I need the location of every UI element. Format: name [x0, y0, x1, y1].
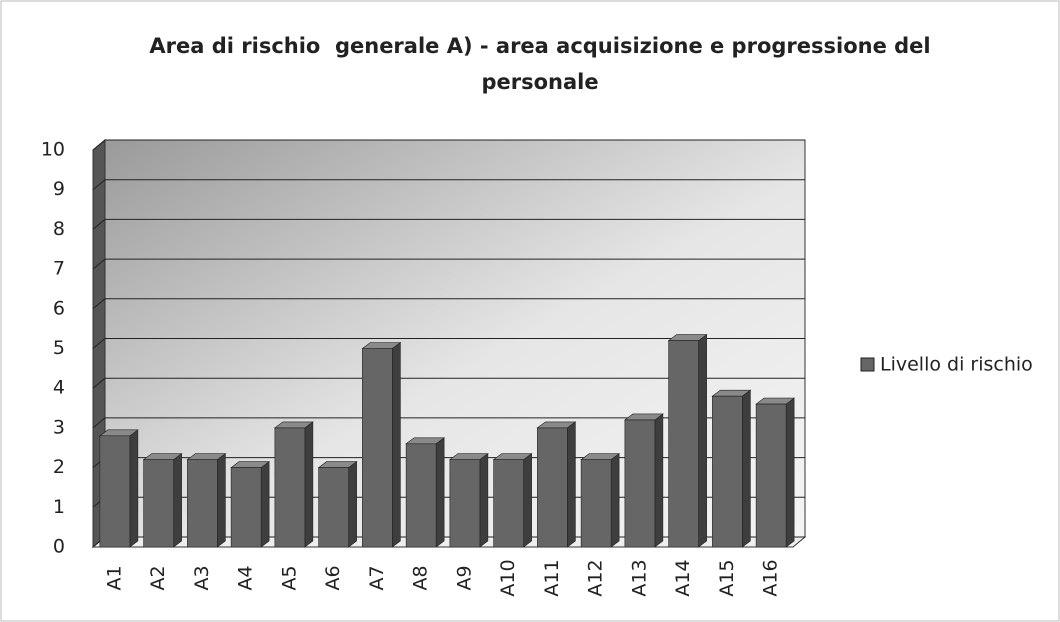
- bar-front: [99, 435, 131, 548]
- y-tick-label: 0: [53, 536, 65, 558]
- bar: [492, 453, 533, 548]
- grid-line: [92, 377, 106, 389]
- x-tick-label: A7: [366, 565, 388, 590]
- bar-front: [580, 459, 612, 548]
- y-tick-label: 6: [53, 297, 65, 319]
- x-tick-label: A15: [716, 559, 738, 596]
- y-tick-label: 8: [53, 218, 65, 240]
- bar-side: [523, 453, 532, 548]
- y-tick-label: 2: [53, 456, 65, 478]
- y-tick-label: 9: [53, 178, 65, 200]
- bar-front: [274, 427, 306, 548]
- bar-side: [654, 413, 664, 548]
- y-tick-label: 4: [53, 377, 65, 399]
- bar: [230, 461, 271, 548]
- bar: [186, 453, 227, 548]
- x-tick-label: A10: [497, 559, 519, 596]
- x-tick-label: A6: [322, 565, 344, 590]
- x-tick-label: A5: [278, 565, 300, 590]
- bar-front: [405, 443, 437, 548]
- bar: [755, 397, 796, 548]
- bar: [711, 389, 752, 548]
- bar: [448, 453, 489, 548]
- grid-line: [92, 219, 106, 230]
- x-tick-label: A3: [191, 565, 213, 590]
- bar: [405, 437, 446, 548]
- y-tick-label: 5: [53, 337, 65, 359]
- bar-side: [129, 429, 139, 548]
- bar: [536, 421, 577, 548]
- bar-side: [610, 453, 620, 548]
- grid-line: [92, 338, 106, 349]
- bar-front: [362, 348, 393, 548]
- x-tick-label: A14: [672, 559, 694, 596]
- grid-line: [92, 258, 106, 270]
- bar: [623, 413, 664, 548]
- bar: [361, 341, 402, 548]
- bar-side: [304, 421, 314, 548]
- x-tick-label: A1: [103, 565, 125, 590]
- bar-side: [567, 421, 576, 548]
- bar-side: [479, 453, 489, 548]
- bar-front: [755, 403, 787, 548]
- bar-front: [230, 467, 262, 548]
- bar-side: [698, 333, 707, 548]
- bar: [142, 453, 183, 548]
- bar-front: [537, 427, 568, 548]
- x-tick-label: A13: [628, 559, 650, 596]
- bar-front: [668, 340, 699, 548]
- legend-swatch: [860, 357, 875, 372]
- bar-side: [348, 461, 357, 548]
- grid-line: [92, 139, 106, 151]
- bar-front: [712, 395, 743, 548]
- grid-line: [92, 179, 106, 191]
- chart-title: Area di rischio generale A) - area acqui…: [149, 34, 938, 94]
- x-tick-label: A16: [760, 559, 782, 596]
- bar-side: [392, 341, 401, 548]
- bar: [98, 429, 139, 548]
- x-tick-label: A9: [453, 565, 475, 590]
- grid-line: [92, 298, 106, 310]
- legend-label: Livello di rischio: [880, 354, 1033, 376]
- bar-front: [624, 419, 656, 548]
- bar: [273, 421, 314, 548]
- bar-front: [187, 459, 218, 548]
- bar-front: [318, 467, 349, 548]
- bar: [317, 461, 358, 548]
- grid-line: [92, 417, 106, 429]
- y-tick-label: 10: [41, 139, 65, 161]
- bar-side: [785, 397, 795, 548]
- x-tick-label: A12: [585, 559, 607, 596]
- x-tick-label: A2: [147, 565, 169, 590]
- x-tick-label: A11: [541, 559, 563, 596]
- bar-side: [742, 389, 751, 548]
- bar-side: [173, 453, 182, 548]
- bar: [580, 453, 621, 548]
- bar-side: [217, 453, 226, 548]
- x-tick-label: A4: [235, 565, 257, 590]
- y-tick-label: 1: [53, 496, 65, 518]
- bar-front: [143, 459, 174, 548]
- bar: [667, 333, 708, 548]
- bar-side: [435, 437, 445, 548]
- bar-side: [260, 461, 270, 548]
- y-tick-label: 3: [53, 416, 65, 438]
- x-tick-label: A8: [410, 565, 432, 590]
- y-tick-label: 7: [53, 258, 65, 280]
- bar-front: [449, 459, 481, 548]
- bar-front: [493, 459, 524, 548]
